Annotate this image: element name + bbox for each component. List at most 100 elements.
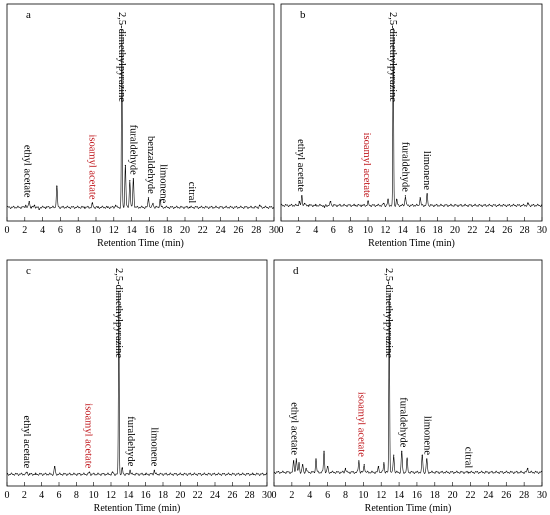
- x-tick-label: 4: [313, 225, 318, 236]
- x-tick-label: 22: [466, 490, 476, 501]
- peak-point: [35, 473, 37, 475]
- x-tick-label: 28: [519, 490, 529, 501]
- peak-point: [323, 450, 325, 452]
- x-tick-label: 8: [348, 225, 353, 236]
- peak-annotation: citral: [186, 182, 197, 204]
- panel-label: d: [293, 265, 299, 277]
- x-tick-label: 16: [141, 490, 151, 501]
- peak-annotation: isoamyl acetate: [361, 133, 372, 198]
- x-axis-label: Retention Time (min): [368, 238, 455, 249]
- x-tick-label: 0: [5, 225, 10, 236]
- peak-point: [129, 469, 131, 471]
- x-tick-label: 24: [483, 490, 493, 501]
- x-tick-label: 24: [210, 490, 220, 501]
- peak-annotation: isoamyl acetate: [356, 392, 367, 457]
- x-tick-label: 12: [376, 490, 386, 501]
- peak-point: [153, 469, 155, 471]
- plot-frame: [273, 259, 543, 487]
- peak-annotation: limonene: [148, 427, 159, 466]
- peak-annotation: ethyl acetate: [21, 145, 32, 198]
- peak-annotation: benzaldehyde: [145, 136, 156, 194]
- x-tick-label: 12: [109, 225, 119, 236]
- peak-point: [112, 471, 114, 473]
- peak-point: [121, 30, 123, 32]
- peak-point: [295, 458, 297, 460]
- x-tick-label: 22: [467, 225, 477, 236]
- x-tick-label: 28: [245, 490, 255, 501]
- peak-point: [30, 206, 32, 208]
- peak-point: [327, 466, 329, 468]
- peak-annotation: ethyl acetate: [295, 139, 306, 192]
- peak-annotation: limonene: [158, 164, 169, 203]
- peak-point: [91, 202, 94, 205]
- peak-point: [419, 197, 421, 199]
- x-tick-label: 2: [22, 490, 27, 501]
- peak-point: [145, 473, 147, 475]
- peak-point: [406, 458, 408, 460]
- x-tick-label: 4: [39, 490, 44, 501]
- x-tick-label: 14: [394, 490, 404, 501]
- x-tick-label: 2: [22, 225, 27, 236]
- peak-point: [388, 295, 390, 297]
- panel-label: c: [26, 265, 31, 277]
- peak-point: [358, 460, 360, 462]
- panel-label: b: [300, 9, 306, 21]
- peak-point: [147, 197, 150, 199]
- x-tick-label: 26: [233, 225, 243, 236]
- peak-point: [25, 204, 27, 206]
- x-tick-label: 8: [74, 490, 79, 501]
- x-tick-label: 2: [289, 490, 294, 501]
- peak-point: [393, 454, 395, 456]
- x-tick-label: 18: [162, 225, 172, 236]
- peak-annotation: limonene: [421, 151, 432, 190]
- peak-point: [315, 458, 317, 460]
- x-tick-label: 6: [58, 225, 63, 236]
- peak-point: [527, 467, 529, 470]
- peak-point: [367, 201, 369, 203]
- peak-annotation: furaldehyde: [398, 397, 409, 447]
- peak-point: [308, 204, 310, 206]
- x-axis-label: Retention Time (min): [365, 503, 452, 514]
- peak-point: [426, 458, 428, 460]
- peak-annotation: 2,5-dimethylpyrazine: [387, 12, 398, 102]
- x-tick-label: 24: [485, 225, 495, 236]
- x-axis-label: Retention Time (min): [94, 503, 181, 514]
- peak-point: [383, 462, 385, 464]
- chromatogram-trace: [280, 28, 543, 208]
- chromatogram-trace: [6, 292, 268, 476]
- x-tick-label: 22: [198, 225, 208, 236]
- peak-point: [421, 454, 423, 456]
- x-tick-label: 28: [251, 225, 261, 236]
- peak-point: [323, 206, 326, 208]
- peak-point: [28, 473, 31, 475]
- x-tick-label: 14: [123, 490, 133, 501]
- peak-point: [377, 466, 380, 468]
- x-tick-label: 26: [502, 225, 512, 236]
- peak-point: [315, 204, 317, 206]
- peak-annotation: ethyl acetate: [21, 416, 32, 469]
- peak-point: [124, 164, 126, 167]
- x-tick-label: 8: [76, 225, 81, 236]
- x-tick-label: 16: [144, 225, 154, 236]
- x-tick-label: 10: [91, 225, 101, 236]
- peak-point: [54, 466, 56, 468]
- x-tick-label: 30: [262, 490, 272, 501]
- peak-point: [392, 28, 394, 30]
- x-tick-label: 12: [106, 490, 116, 501]
- x-tick-label: 18: [158, 490, 168, 501]
- x-tick-label: 10: [363, 225, 373, 236]
- x-axis-label: Retention Time (min): [97, 238, 184, 249]
- x-tick-label: 8: [343, 490, 348, 501]
- x-tick-label: 0: [279, 225, 284, 236]
- x-tick-label: 16: [412, 490, 422, 501]
- plot-frame: [6, 259, 268, 487]
- x-tick-label: 10: [358, 490, 368, 501]
- x-tick-label: 4: [40, 225, 45, 236]
- peak-point: [363, 464, 365, 466]
- x-tick-label: 30: [537, 490, 547, 501]
- peak-point: [344, 467, 347, 470]
- peak-point: [132, 178, 134, 180]
- x-tick-label: 6: [57, 490, 62, 501]
